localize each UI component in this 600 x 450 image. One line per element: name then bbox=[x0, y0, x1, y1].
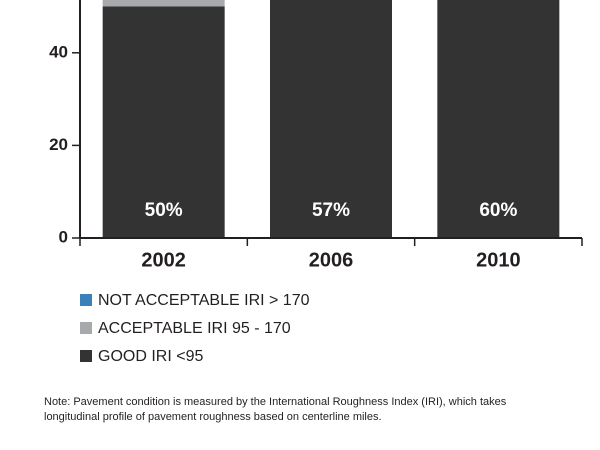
y-tick-label: 40 bbox=[49, 42, 68, 61]
data-label: 50% bbox=[145, 200, 183, 221]
legend-label: GOOD IRI <95 bbox=[98, 348, 203, 365]
note: longitudinal profile of pavement roughne… bbox=[44, 411, 382, 423]
x-tick-label: 2010 bbox=[476, 249, 521, 271]
data-label: 57% bbox=[312, 200, 350, 221]
legend-label: ACCEPTABLE IRI 95 - 170 bbox=[98, 320, 291, 337]
y-tick-label: 20 bbox=[49, 135, 68, 154]
note: Note: Pavement condition is measured by … bbox=[44, 396, 507, 408]
x-tick-label: 2002 bbox=[141, 249, 186, 271]
data-label: 60% bbox=[479, 200, 517, 221]
y-tick-label: 0 bbox=[59, 227, 68, 246]
x-tick-label: 2006 bbox=[309, 249, 354, 271]
bar-segment bbox=[437, 0, 560, 238]
bar-segment bbox=[270, 0, 392, 239]
legend-label: NOT ACCEPTABLE IRI > 170 bbox=[98, 292, 310, 309]
legend-swatch bbox=[80, 322, 92, 334]
bar-segment bbox=[102, 0, 225, 7]
bar-segment bbox=[102, 6, 225, 238]
legend-swatch bbox=[80, 294, 92, 306]
legend-swatch bbox=[80, 350, 92, 362]
